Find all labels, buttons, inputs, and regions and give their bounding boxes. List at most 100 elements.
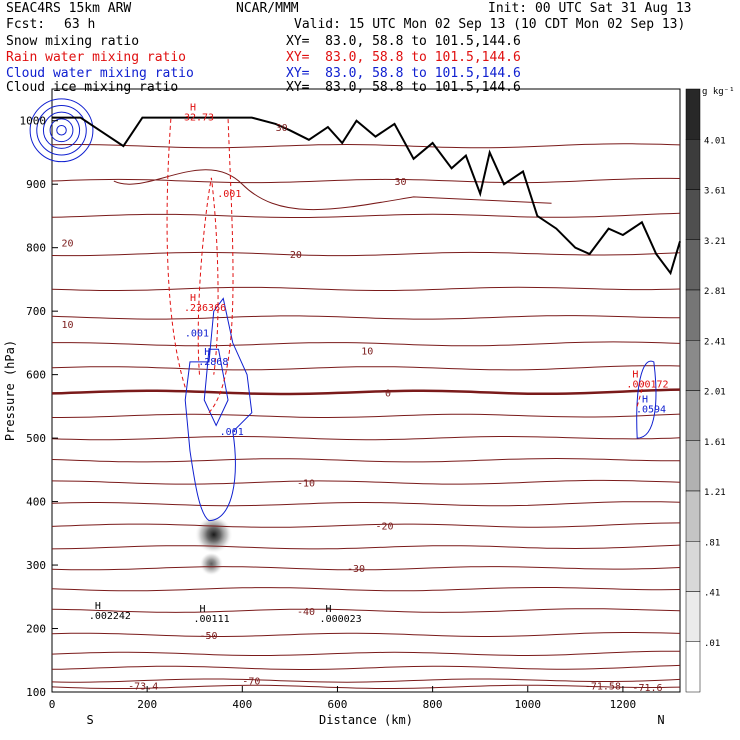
colorbar-segment xyxy=(685,189,701,240)
max-value-label: .002242 xyxy=(89,611,131,622)
max-value-label: .001 xyxy=(217,189,241,200)
temperature-contour xyxy=(51,251,681,257)
temperature-contour xyxy=(51,315,680,320)
temperature-contour xyxy=(51,566,681,571)
max-value-label: .236366 xyxy=(184,303,226,314)
temperature-contour xyxy=(51,587,681,592)
colorbar-label: 2.41 xyxy=(704,337,726,347)
temperature-contour xyxy=(52,341,681,347)
cloud-water-contour xyxy=(49,118,74,143)
terrain-line xyxy=(52,116,681,276)
max-marker: H xyxy=(199,604,205,615)
temperature-contour-label: -73.4 xyxy=(128,682,158,693)
field-name-snow: Snow mixing ratio xyxy=(6,34,140,49)
cloud-water-contour xyxy=(184,297,253,522)
rain-contour xyxy=(197,177,219,375)
fcst-value: 63 h xyxy=(64,17,96,32)
max-value-label: .2868 xyxy=(198,357,228,368)
temperature-contour-label: 10 xyxy=(62,320,74,331)
temperature-contour xyxy=(51,544,681,550)
colorbar-unit: g kg⁻¹ xyxy=(702,87,735,97)
y-tick-label: 1000 xyxy=(20,115,47,128)
temperature-contour xyxy=(51,664,681,670)
y-tick-label: 700 xyxy=(26,305,46,318)
temperature-contour-label: 20 xyxy=(290,250,302,261)
temperature-contour xyxy=(51,457,680,463)
rain-contour xyxy=(636,380,645,407)
x-tick-label: 1000 xyxy=(515,698,542,711)
y-tick-label: 500 xyxy=(26,432,46,445)
x-tick-label: 800 xyxy=(423,698,443,711)
temperature-contour xyxy=(51,436,681,441)
colorbar-segment xyxy=(685,541,701,592)
y-tick-label: 400 xyxy=(26,496,46,509)
max-value-label: 32.73 xyxy=(184,113,214,124)
valid-time: Valid: 15 UTC Mon 02 Sep 13 (10 CDT Mon … xyxy=(294,17,686,32)
cloud-water-contour xyxy=(203,348,229,427)
field-name-cloud-ice: Cloud ice mixing ratio xyxy=(6,80,179,95)
colorbar-segment xyxy=(685,390,701,441)
north-label: N xyxy=(657,713,664,727)
x-tick-label: 200 xyxy=(137,698,157,711)
field-name-cloud-water: Cloud water mixing ratio xyxy=(6,66,194,81)
y-tick-label: 200 xyxy=(26,623,46,636)
temperature-contour xyxy=(51,479,681,485)
cloud-water-contour xyxy=(636,360,657,439)
y-tick-label: 100 xyxy=(26,686,46,699)
x-axis-title: Distance (km) xyxy=(319,713,413,727)
max-value-label: .000172 xyxy=(626,379,668,390)
temperature-contour xyxy=(51,650,680,656)
field-xy-rain: XY= 83.0, 58.8 to 101.5,144.6 xyxy=(286,50,521,65)
init-time: Init: 00 UTC Sat 31 Aug 13 xyxy=(488,1,692,16)
south-label: S xyxy=(86,713,93,727)
colorbar-label: 4.01 xyxy=(704,136,726,146)
max-value-label: .0594 xyxy=(636,405,666,416)
colorbar-label: 3.21 xyxy=(704,237,726,247)
temperature-contour xyxy=(51,365,681,371)
temperature-contour-label: -10 xyxy=(297,479,315,490)
colorbar-segment xyxy=(685,641,701,693)
max-value-label: .001 xyxy=(185,329,209,340)
max-marker: H xyxy=(190,103,196,114)
temperature-contour-label: 10 xyxy=(361,347,373,358)
temperature-contour-label: 30 xyxy=(276,123,288,134)
colorbar-segment xyxy=(685,139,701,190)
colorbar-segment xyxy=(685,440,701,492)
x-tick-label: 1200 xyxy=(610,698,637,711)
y-tick-label: 900 xyxy=(26,178,46,191)
temperature-contour-label: 0 xyxy=(385,388,391,399)
x-tick-label: 400 xyxy=(232,698,252,711)
temperature-contour-label: 30 xyxy=(395,177,407,188)
field-xy-snow: XY= 83.0, 58.8 to 101.5,144.6 xyxy=(286,34,521,49)
cloud-water-contour xyxy=(29,98,94,163)
max-marker: H xyxy=(95,601,101,612)
temperature-contour-label: -20 xyxy=(376,522,394,533)
temperature-contour xyxy=(113,169,552,211)
max-value-label: .000023 xyxy=(320,614,362,625)
temperature-contour-label: 20 xyxy=(62,239,74,250)
colorbar-label: .81 xyxy=(704,538,720,548)
colorbar-segment xyxy=(685,591,701,642)
temperature-contour-label: -30 xyxy=(347,564,365,575)
y-tick-label: 600 xyxy=(26,369,46,382)
org-title: NCAR/MMM xyxy=(236,1,299,16)
model-title: SEAC4RS 15km ARW xyxy=(6,1,132,16)
max-value-label: .001 xyxy=(220,427,244,438)
colorbar-label: 3.61 xyxy=(704,187,726,197)
max-marker: H xyxy=(204,347,210,358)
temperature-contour xyxy=(51,632,681,637)
cloud-water-contour xyxy=(36,105,87,156)
temperature-contour xyxy=(51,286,681,291)
rain-contour xyxy=(208,117,234,414)
max-marker: H xyxy=(190,293,196,304)
colorbar-label: .41 xyxy=(704,589,720,599)
temperature-contour xyxy=(51,388,681,396)
colorbar-segment xyxy=(685,490,701,542)
snow-plume-core xyxy=(194,517,233,556)
field-xy-cloud-water: XY= 83.0, 58.8 to 101.5,144.6 xyxy=(286,66,521,81)
temperature-contour xyxy=(51,143,681,149)
colorbar-label: 2.01 xyxy=(704,388,726,398)
temperature-contour xyxy=(51,522,681,528)
max-marker: H xyxy=(642,395,648,406)
